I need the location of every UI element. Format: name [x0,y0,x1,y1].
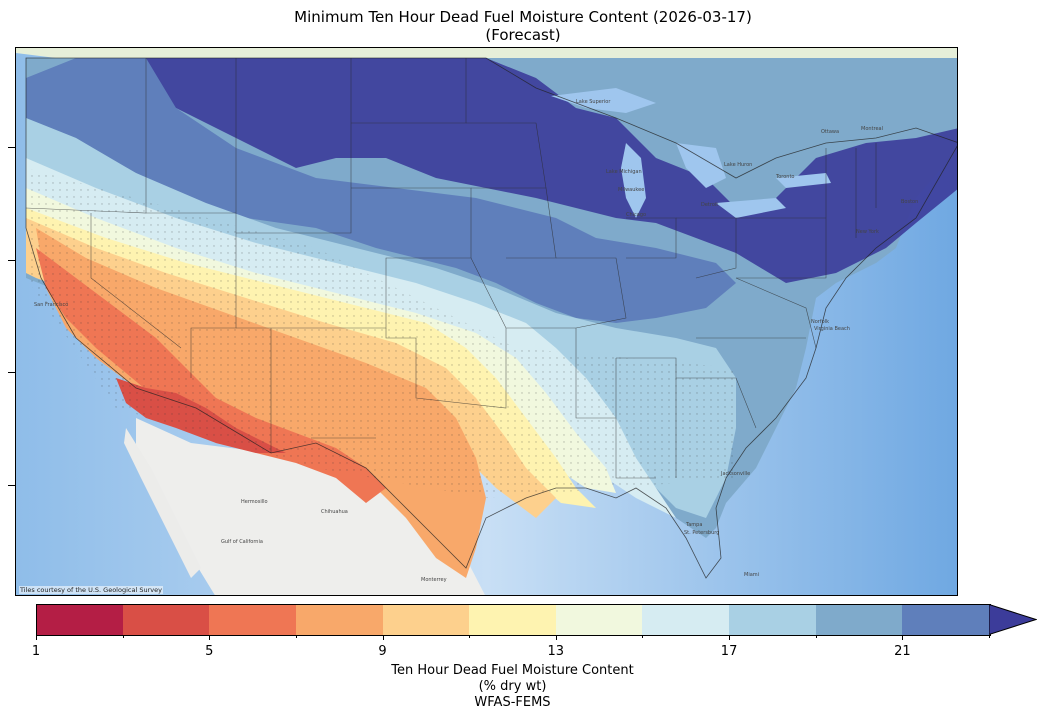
label-tampa: Tampa [685,522,702,528]
label-ottawa: Ottawa [821,129,839,135]
label-chicago: Chicago [626,212,646,218]
colorbar-label-line-2: (% dry wt) [478,679,547,694]
label-lake-michigan: Lake Michigan [606,169,642,175]
colorbar-tick-mark [295,635,297,638]
colorbar-tick-mark [209,635,211,640]
label-boston: Boston [901,199,918,205]
label-gulf-of-california: Gulf of California [221,539,263,545]
y-axis-ticks [8,47,16,596]
colorbar-tick-mark [122,635,124,638]
colorbar-tick-mark [642,635,644,638]
colorbar-outline [36,604,991,636]
colorbar-segment [209,604,297,635]
colorbar-tick-label: 17 [720,644,738,659]
label-virginia-beach: Virginia Beach [814,326,850,332]
colorbar-tick-mark [36,635,37,640]
great-lakes [551,88,831,218]
colorbar-label-line-3: WFAS-FEMS [474,695,551,710]
y-tick [8,485,15,486]
label-toronto: Toronto [775,174,794,180]
colorbar-label: Ten Hour Dead Fuel Moisture Content (% d… [0,663,1025,711]
colorbar-tick-label: 21 [894,644,911,659]
label-monterrey: Monterrey [421,577,447,583]
colorbar-tick-mark [469,635,471,638]
label-st-petersburg: St. Petersburg [684,530,719,536]
mexico-land [136,418,485,595]
label-chihuahua: Chihuahua [321,509,348,515]
chart-title: Minimum Ten Hour Dead Fuel Moisture Cont… [0,8,1046,44]
colorbar-tick-mark [989,635,990,638]
colorbar-segment [815,604,903,635]
us-outline [25,57,957,579]
colorbar-segment [902,604,990,635]
colorbar-tick-label: 5 [205,644,214,659]
colorbar-segment [295,604,384,635]
map-svg: San Francisco Hermosillo Chihuahua Monte… [16,48,957,595]
label-detroit: Detroit [701,202,718,208]
colorbar-tick-label: 1 [31,644,41,659]
title-line-2: (Forecast) [485,26,561,44]
colorbar [36,604,1037,636]
tile-credit: Tiles courtesy of the U.S. Geological Su… [19,586,163,594]
state-borders [25,58,877,479]
colorbar-segment [642,604,730,635]
label-norfolk: Norfolk [811,319,829,325]
label-lake-huron: Lake Huron [724,162,752,168]
colorbar-segment [555,604,643,635]
label-miami: Miami [744,572,759,578]
colorbar-tick-mark [555,635,557,640]
colorbar-extend-arrow [989,604,1037,635]
colorbar-tick-mark [729,635,731,640]
label-montreal: Montreal [861,126,883,132]
title-line-1: Minimum Ten Hour Dead Fuel Moisture Cont… [294,8,752,26]
colorbar-tick-label: 13 [547,644,565,659]
label-new-york: New York [856,229,879,235]
colorbar-segment [469,604,557,635]
colorbar-segment [729,604,817,635]
colorbar-tick-mark [815,635,817,638]
label-lake-superior: Lake Superior [576,99,611,105]
place-labels: San Francisco Hermosillo Chihuahua Monte… [34,99,918,583]
colorbar-tick-mark [382,635,384,640]
map-panel[interactable]: San Francisco Hermosillo Chihuahua Monte… [15,47,958,596]
colorbar-segment [36,604,124,635]
colorbar-label-line-1: Ten Hour Dead Fuel Moisture Content [391,663,634,678]
colorbar-segment [382,604,470,635]
baja-land [124,428,201,578]
colorbar-segment [122,604,210,635]
label-san-francisco: San Francisco [34,302,68,308]
label-milwaukee: Milwaukee [618,187,644,193]
colorbar-tick-mark [902,635,904,640]
y-tick [8,260,15,261]
y-tick [8,147,15,148]
y-tick [8,372,15,373]
label-jacksonville: Jacksonville [720,471,750,477]
colorbar-tick-label: 9 [378,644,387,659]
label-hermosillo: Hermosillo [241,499,268,505]
